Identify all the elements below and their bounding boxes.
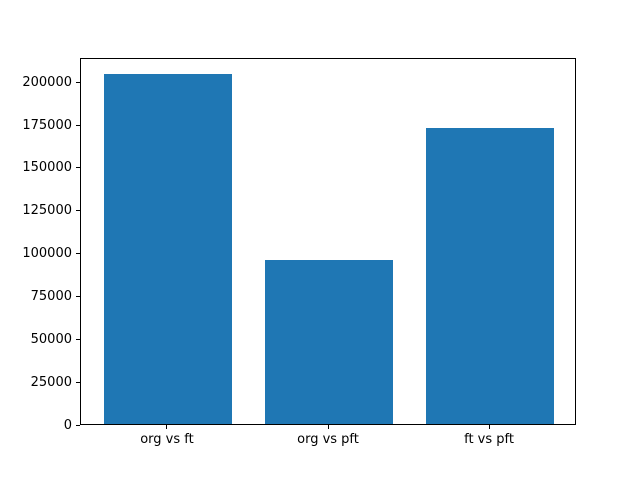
y-tick-label: 0 <box>63 417 72 433</box>
y-tick-label: 175000 <box>22 117 72 133</box>
y-tick-mark <box>76 424 80 426</box>
y-tick-mark <box>76 338 80 340</box>
bar-org-vs-ft <box>103 74 233 424</box>
x-tick-mark <box>488 425 490 429</box>
bar-ft-vs-pft <box>425 128 555 424</box>
x-tick-label: ft vs pft <box>464 432 514 447</box>
y-tick-mark <box>76 381 80 383</box>
y-tick-mark <box>76 167 80 169</box>
y-tick-label: 150000 <box>22 160 72 176</box>
y-tick-mark <box>76 124 80 126</box>
x-tick-label: org vs ft <box>140 432 194 447</box>
y-tick-label: 100000 <box>22 246 72 262</box>
y-tick-label: 50000 <box>30 331 72 347</box>
bar-org-vs-pft <box>264 260 394 424</box>
y-tick-label: 25000 <box>30 374 72 390</box>
x-tick-mark <box>327 425 329 429</box>
x-tick-label: org vs pft <box>297 432 359 447</box>
y-tick-mark <box>76 210 80 212</box>
y-tick-label: 125000 <box>22 203 72 219</box>
y-tick-label: 75000 <box>30 288 72 304</box>
plot-area <box>80 58 576 425</box>
y-tick-mark <box>76 81 80 83</box>
x-tick-mark <box>166 425 168 429</box>
y-tick-label: 200000 <box>22 74 72 90</box>
y-tick-mark <box>76 295 80 297</box>
y-tick-mark <box>76 253 80 255</box>
